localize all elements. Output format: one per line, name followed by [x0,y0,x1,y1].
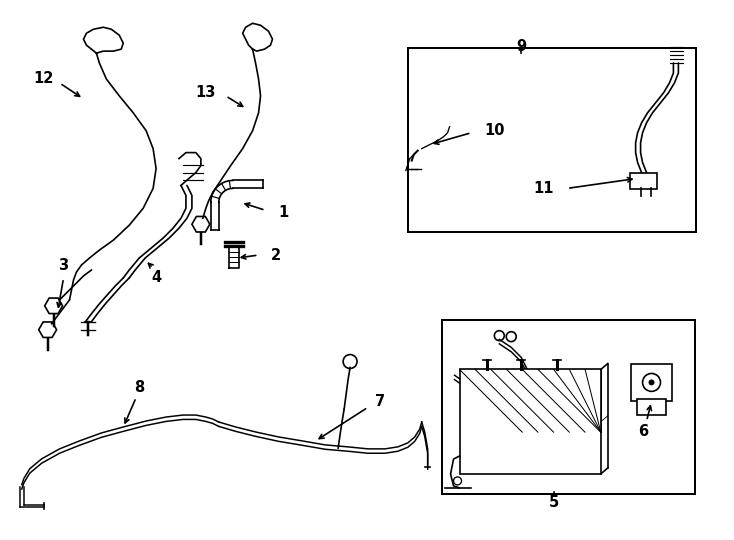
Circle shape [649,380,655,386]
Text: 2: 2 [271,247,280,262]
Bar [459,369,601,474]
Text: 9: 9 [516,39,526,53]
Text: 3: 3 [59,258,69,273]
Text: 6: 6 [639,424,649,438]
Text: 12: 12 [34,71,54,86]
Text: 11: 11 [534,181,554,196]
Bar [636,400,666,415]
Bar [631,363,672,401]
Text: 13: 13 [195,85,216,100]
Text: 10: 10 [484,123,505,138]
FancyBboxPatch shape [630,173,658,190]
Text: 7: 7 [375,394,385,409]
Bar [408,48,697,232]
Text: 8: 8 [134,380,145,395]
Text: 4: 4 [151,271,161,286]
Text: 5: 5 [549,495,559,510]
Bar [442,320,695,494]
Text: 1: 1 [278,205,288,220]
